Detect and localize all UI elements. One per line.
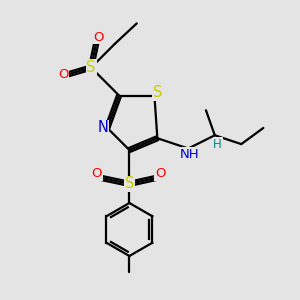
Text: O: O bbox=[92, 167, 102, 180]
Text: H: H bbox=[213, 138, 222, 151]
Text: S: S bbox=[125, 176, 134, 191]
Text: O: O bbox=[155, 167, 166, 180]
Text: O: O bbox=[58, 68, 68, 81]
Text: N: N bbox=[98, 120, 108, 135]
Text: S: S bbox=[86, 60, 96, 75]
Text: NH: NH bbox=[180, 148, 200, 161]
Text: O: O bbox=[93, 31, 104, 44]
Text: S: S bbox=[153, 85, 162, 100]
